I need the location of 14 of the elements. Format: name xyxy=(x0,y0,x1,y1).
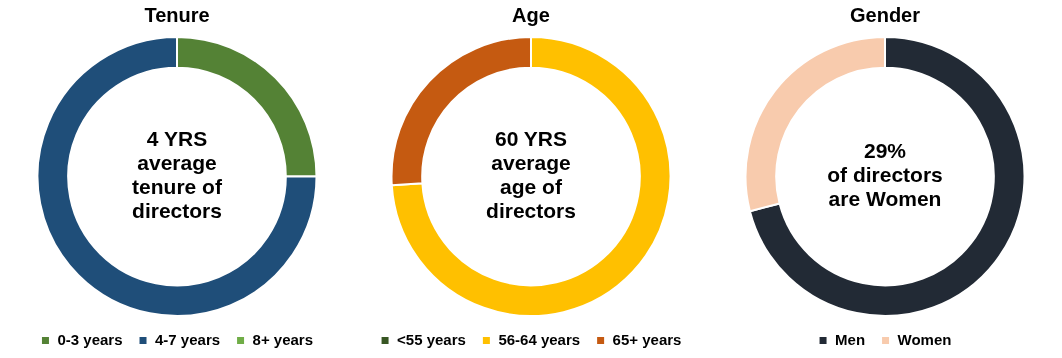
legend-label: 0-3 years xyxy=(57,330,123,348)
legend-label: 65+ years xyxy=(612,330,682,348)
legend-label: 8+ years xyxy=(252,330,314,348)
text: 29% of directors are Women xyxy=(827,139,943,211)
chart-title: Tenure xyxy=(144,3,210,26)
text: 4 YRS average tenure of directors xyxy=(132,127,223,223)
legend-label: 4-7 years xyxy=(155,330,221,348)
legend-label: 56-64 years xyxy=(498,330,581,348)
chart-title: Gender xyxy=(849,3,921,26)
legend-label: Men xyxy=(835,330,866,348)
legend-label: Women xyxy=(897,330,952,348)
legend-label: <55 years xyxy=(397,330,466,348)
text: 60 YRS average age of directors xyxy=(486,127,576,223)
chart-title: Age xyxy=(512,3,550,26)
